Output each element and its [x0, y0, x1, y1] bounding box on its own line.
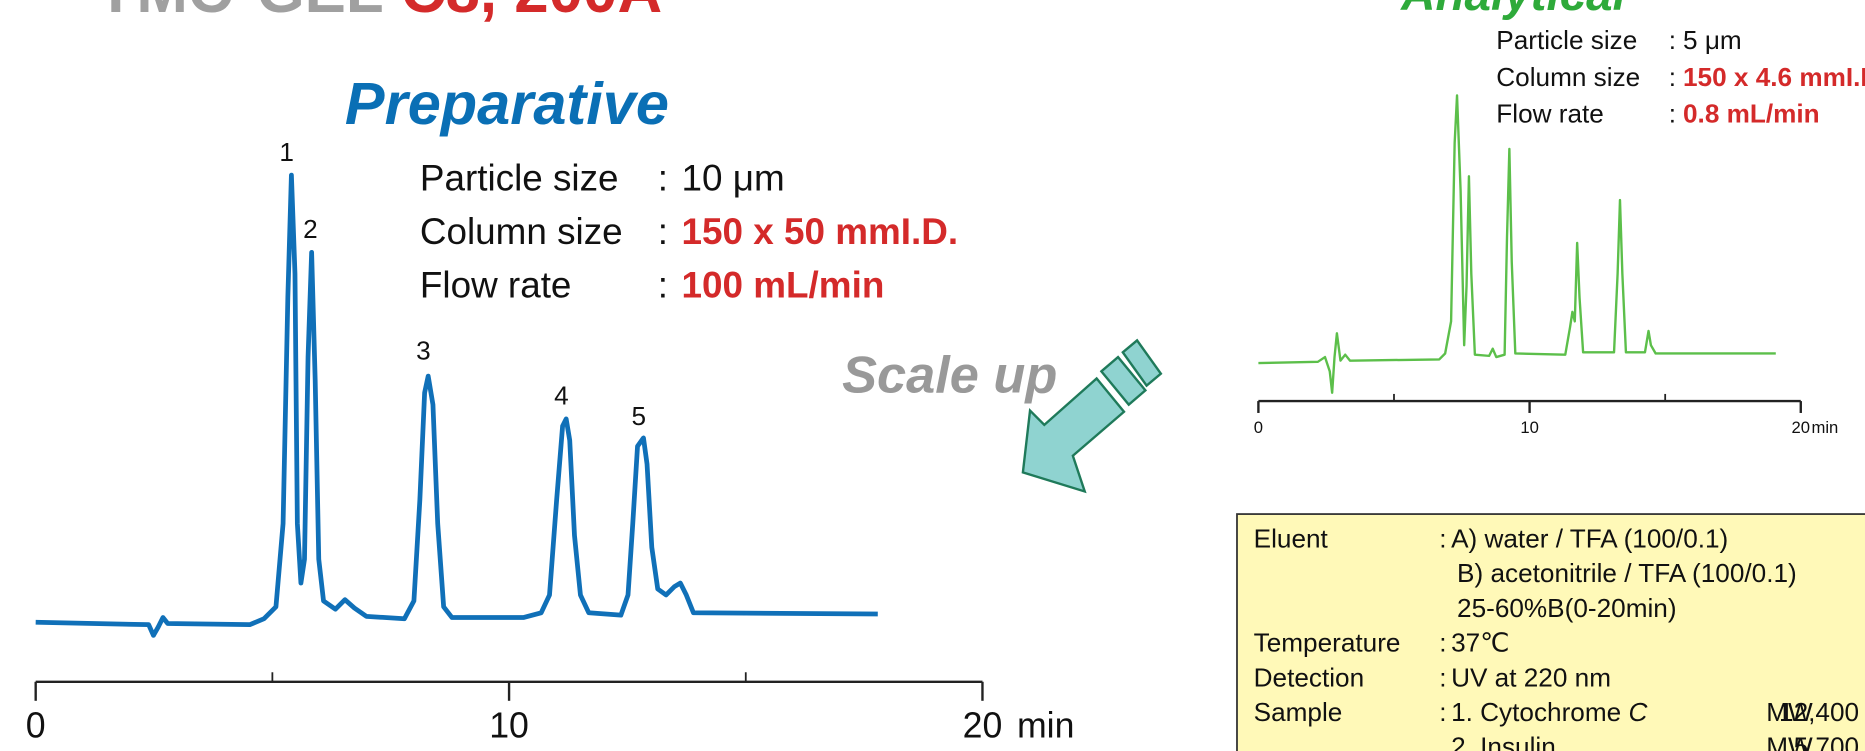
scale-up-arrow — [1021, 338, 1163, 494]
param-separator: : — [658, 211, 668, 252]
condition-separator: : — [1439, 628, 1446, 658]
analytical-trace — [1258, 94, 1776, 394]
param-separator: : — [658, 158, 668, 199]
condition-separator: : — [1439, 662, 1446, 692]
x-tick-label: 20 — [1792, 418, 1811, 437]
sample-mw-label: MW — [1766, 697, 1813, 727]
sample-name-text: 1. Cytochrome — [1451, 697, 1621, 727]
x-unit: min — [1017, 706, 1074, 746]
condition-label: Temperature — [1254, 628, 1401, 658]
condition-value: A) water / TFA (100/0.1) — [1451, 523, 1728, 553]
peak-label: 2 — [303, 214, 318, 244]
param-value: 10 μm — [682, 158, 785, 199]
conditions-box — [1236, 513, 1865, 751]
param-separator: : — [1669, 62, 1676, 92]
sample-name-text: 2. Insulin — [1451, 732, 1556, 751]
condition-label: Eluent — [1254, 523, 1329, 553]
param-label: Column size — [420, 211, 623, 252]
param-value: 0.8 mL/min — [1683, 99, 1820, 129]
sample-name-italic: C — [1628, 697, 1648, 727]
preparative-trace — [35, 172, 878, 638]
title-brand: YMC*GEL — [95, 0, 384, 26]
x-tick-label: 10 — [489, 706, 529, 746]
preparative-heading: Preparative — [345, 70, 669, 137]
peak-label: 3 — [416, 335, 431, 365]
param-separator: : — [1669, 99, 1676, 129]
param-label: Column size — [1496, 62, 1640, 92]
param-label: Flow rate — [420, 265, 572, 306]
condition-label: Sample — [1254, 697, 1343, 727]
condition-separator: : — [1439, 523, 1446, 553]
x-tick-label: 10 — [1520, 418, 1539, 437]
peak-label: 5 — [631, 401, 646, 431]
param-value: 150 x 50 mmI.D. — [682, 211, 959, 252]
condition-label: Detection — [1254, 662, 1365, 692]
param-label: Particle size — [420, 158, 619, 199]
peak-label: 4 — [554, 381, 569, 411]
param-value: 150 x 4.6 mmI.D. — [1683, 62, 1865, 92]
x-tick-label: 0 — [26, 706, 46, 746]
analytical-heading: Analytical — [1400, 0, 1627, 21]
param-value: 5 μm — [1683, 25, 1742, 55]
condition-value: 25-60%B(0-20min) — [1457, 593, 1677, 623]
title-grade: C8, 200Å — [401, 0, 662, 26]
title: YMC*GEL C8, 200Å — [95, 0, 662, 26]
sample-name: 1. Cytochrome C — [1451, 697, 1648, 727]
sample-mw: 12,400 — [1779, 697, 1859, 727]
x-tick-label: 0 — [1254, 418, 1263, 437]
sample-mw: 5,700 — [1794, 732, 1859, 751]
scale-up-label: Scale up — [842, 347, 1057, 405]
sample-name: 2. Insulin — [1451, 732, 1556, 751]
condition-value: B) acetonitrile / TFA (100/0.1) — [1457, 558, 1797, 588]
param-value: 100 mL/min — [682, 265, 885, 306]
x-unit: min — [1811, 418, 1838, 437]
condition-separator: : — [1439, 697, 1446, 727]
param-separator: : — [1669, 25, 1676, 55]
x-tick-label: 20 — [963, 706, 1003, 746]
param-label: Flow rate — [1496, 99, 1604, 129]
condition-value: 37℃ — [1451, 628, 1509, 658]
condition-value: UV at 220 nm — [1451, 662, 1611, 692]
sample-mw-label: MW — [1766, 732, 1813, 751]
param-label: Particle size — [1496, 25, 1637, 55]
peak-label: 1 — [279, 137, 294, 167]
param-separator: : — [658, 265, 668, 306]
